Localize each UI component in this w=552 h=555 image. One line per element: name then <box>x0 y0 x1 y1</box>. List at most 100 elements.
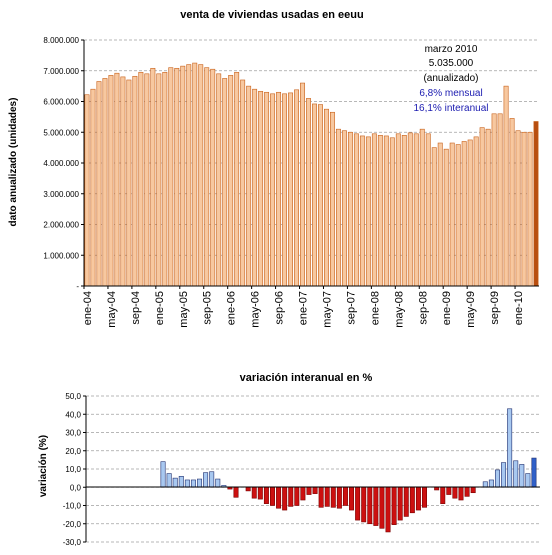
top-xtick-label: ene-10 <box>513 291 525 325</box>
annotation-date: marzo 2010 <box>425 44 478 55</box>
top-bar <box>294 89 299 287</box>
top-bar <box>383 135 389 287</box>
bottom-bar <box>422 486 427 508</box>
top-bar <box>210 68 216 287</box>
bottom-bar <box>209 471 215 488</box>
top-chart-ylabel: dato anualizado (unidades) <box>8 98 19 227</box>
top-bar <box>389 137 395 287</box>
top-bar <box>258 91 264 287</box>
bottom-ytick-label: -20,0 <box>63 520 82 529</box>
top-xtick-label: sep-08 <box>417 291 429 325</box>
annotation-monthly: 6,8% mensual <box>419 88 482 99</box>
bottom-ytick-label: 40,0 <box>65 410 81 419</box>
bottom-bar <box>336 486 342 509</box>
top-xtick-label: sep-04 <box>130 291 142 325</box>
top-ytick-label: 7.000.000 <box>43 67 79 76</box>
top-bar <box>180 65 186 287</box>
bottom-chart-ytick-labels: -30,0 -20,0 -10,0 0,0 10,0 20,0 30,0 40,0 50,0 <box>63 392 82 547</box>
bottom-bar <box>488 479 494 488</box>
top-bar <box>288 92 294 287</box>
top-bar <box>371 133 377 287</box>
top-bar <box>341 130 347 287</box>
bottom-ytick-label: -10,0 <box>63 502 82 511</box>
top-bar <box>318 104 323 287</box>
top-bar <box>216 73 222 287</box>
bottom-bar <box>349 486 355 511</box>
annotation-value: 5.035.000 <box>429 58 474 69</box>
top-xtick-label: ene-04 <box>82 291 94 325</box>
top-bar <box>431 147 437 287</box>
top-xtick-label: may-04 <box>106 291 118 328</box>
bottom-bar <box>233 486 239 498</box>
top-bar <box>120 76 126 287</box>
top-bar <box>228 75 234 287</box>
top-bar <box>198 64 204 287</box>
bottom-bar <box>342 486 348 506</box>
top-bar <box>449 142 455 287</box>
bottom-ytick-label: 50,0 <box>65 392 81 401</box>
bottom-bar <box>257 486 263 500</box>
bottom-bar <box>440 486 446 504</box>
bottom-bar <box>397 486 403 521</box>
bottom-bar <box>379 486 385 529</box>
bottom-bar <box>227 486 233 490</box>
bottom-bar <box>494 469 500 488</box>
top-bar <box>377 135 383 287</box>
top-bar <box>443 148 449 287</box>
top-bar <box>114 72 120 287</box>
bottom-bar <box>276 486 282 509</box>
top-ytick-label: 2.000.000 <box>43 221 79 230</box>
bottom-bar <box>282 486 288 511</box>
top-ytick-label: 3.000.000 <box>43 190 79 199</box>
top-bar <box>234 71 240 287</box>
bottom-bar <box>197 478 203 488</box>
bottom-bar <box>434 486 440 491</box>
top-bar <box>174 67 180 287</box>
bottom-bar <box>403 486 409 517</box>
top-bar <box>324 108 329 287</box>
top-chart-bars <box>84 62 539 287</box>
top-bar <box>413 133 419 287</box>
bottom-bar <box>300 486 306 501</box>
bottom-bar <box>361 486 367 523</box>
top-bar <box>246 85 252 287</box>
top-bar <box>162 71 168 287</box>
bottom-bar <box>215 478 221 488</box>
top-bar <box>395 133 401 287</box>
bottom-bar <box>172 477 178 488</box>
top-bar <box>497 113 503 287</box>
top-bar <box>359 135 365 287</box>
bottom-bar <box>294 486 300 506</box>
top-bar <box>437 142 443 287</box>
top-ytick-label: 6.000.000 <box>43 98 79 107</box>
bottom-chart-ylabel: variación (%) <box>38 435 49 497</box>
top-xtick-label: ene-07 <box>298 291 310 325</box>
top-bar <box>485 128 491 287</box>
top-bar <box>84 94 90 287</box>
bottom-bar <box>330 486 336 508</box>
top-xtick-label: may-08 <box>393 291 405 328</box>
bottom-bar <box>513 460 519 488</box>
bottom-bar <box>446 486 452 495</box>
top-bar <box>461 141 467 287</box>
bottom-bar <box>288 486 294 507</box>
bottom-bar <box>318 486 324 508</box>
top-bar <box>306 98 311 287</box>
bottom-ytick-label: 10,0 <box>65 465 81 474</box>
bottom-bar <box>452 486 458 499</box>
bottom-bar <box>531 457 537 488</box>
top-bar <box>533 121 539 287</box>
bottom-bar <box>415 486 421 511</box>
bottom-chart-title: variación interanual en % <box>240 372 373 384</box>
bottom-bar <box>385 486 391 533</box>
bottom-ytick-label: 20,0 <box>65 447 81 456</box>
top-chart-ytick-labels: - 1.000.000 2.000.000 3.000.000 4.000.000 5.0… <box>43 36 79 291</box>
top-xtick-label: sep-09 <box>489 291 501 325</box>
top-xtick-label: ene-05 <box>154 291 166 325</box>
top-bar <box>479 127 485 287</box>
bottom-bar <box>391 486 397 525</box>
top-bar <box>282 93 288 287</box>
top-chart-xtick-labels: ene-04 may-04 sep-04 ene-05 may-05 sep-05 ene-… <box>82 286 525 328</box>
top-xtick-label: ene-06 <box>226 291 238 325</box>
top-ytick-label: 8.000.000 <box>43 36 79 45</box>
